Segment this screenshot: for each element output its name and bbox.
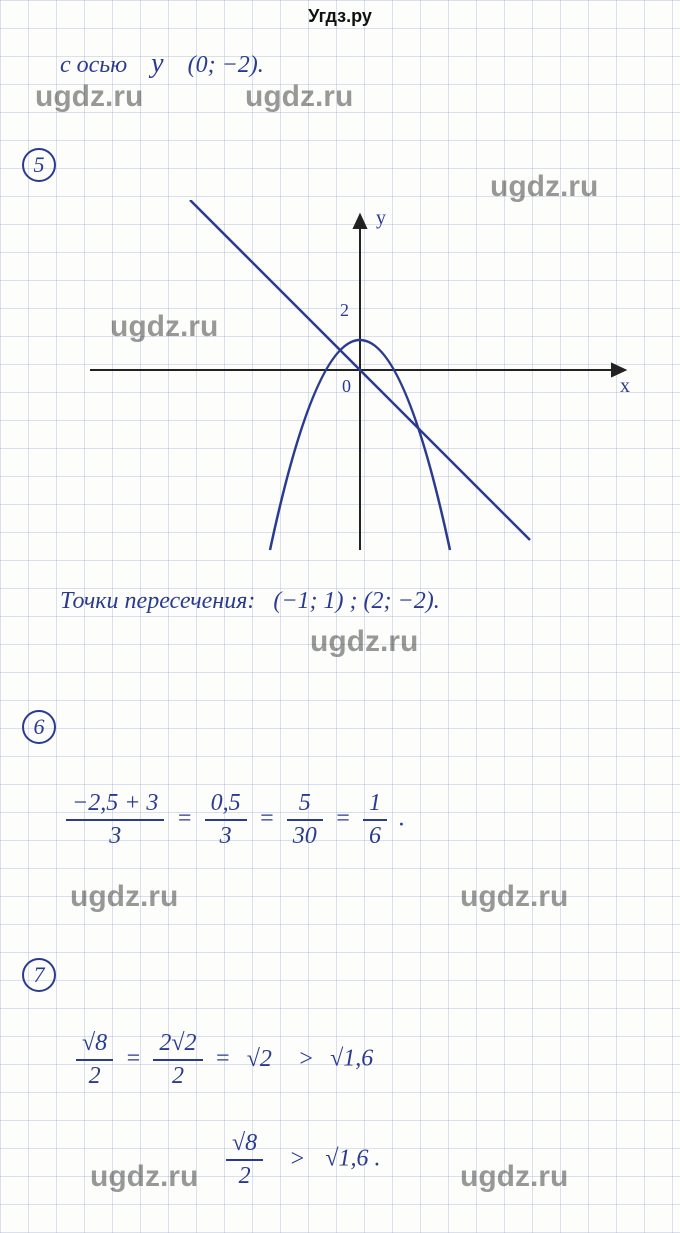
p7-l1-mid: √2 — [247, 1046, 272, 1072]
axis-y-note: с осью y (0; −2). — [60, 48, 264, 80]
problem-7-number: 7 — [34, 962, 45, 988]
problem-5-marker: 5 — [22, 148, 56, 182]
chart-y2-label: 2 — [340, 300, 349, 320]
p6-f4-num: 1 — [363, 790, 387, 821]
problem-6-number: 6 — [34, 714, 45, 740]
p7-l1-f1-num: √8 — [76, 1030, 113, 1061]
p6-eq-2: = — [259, 806, 275, 832]
p7-l1-f1-den: 2 — [76, 1061, 113, 1090]
watermark: ugdz.ru — [70, 880, 178, 914]
watermark: ugdz.ru — [460, 880, 568, 914]
problem-6-equation: −2,5 + 3 3 = 0,5 3 = 5 30 = 1 6 . — [60, 790, 405, 850]
p6-period: . — [399, 806, 405, 832]
watermark: ugdz.ru — [35, 80, 143, 114]
p7-l2-frac: √8 2 — [226, 1130, 263, 1190]
chart-y-label: y — [376, 207, 386, 229]
chart-origin-label: 0 — [342, 376, 351, 396]
p6-f3-num: 5 — [287, 790, 323, 821]
p7-l1-eq1: = — [125, 1046, 141, 1072]
p6-f4-den: 6 — [363, 821, 387, 850]
problem-7-line1: √8 2 = 2√2 2 = √2 > √1,6 — [70, 1030, 373, 1090]
watermark: ugdz.ru — [460, 1160, 568, 1194]
p7-l1-cmp: > — [298, 1046, 314, 1072]
p6-eq-1: = — [176, 806, 192, 832]
axis-note-prefix: с осью — [60, 52, 127, 78]
problem-7-line2: √8 2 > √1,6 . — [220, 1130, 381, 1190]
p6-f3-den: 30 — [287, 821, 323, 850]
p6-frac-2: 0,5 3 — [205, 790, 247, 850]
p6-f1-den: 3 — [66, 821, 164, 850]
p6-f1-num: −2,5 + 3 — [66, 790, 164, 821]
watermark: ugdz.ru — [90, 1160, 198, 1194]
watermark: ugdz.ru — [490, 170, 598, 204]
chart-x-label: x — [620, 375, 630, 397]
watermark: ugdz.ru — [245, 80, 353, 114]
axis-note-axis: y — [151, 48, 163, 79]
watermark: ugdz.ru — [310, 625, 418, 659]
watermark: ugdz.ru — [110, 310, 218, 344]
page-header: Угдз.ру — [0, 6, 680, 27]
p7-l1-rhs: √1,6 — [330, 1046, 373, 1072]
axis-note-point: (0; −2). — [188, 52, 264, 78]
answer-label: Точки пересечения: — [60, 588, 255, 614]
p7-l2-rhs: √1,6 — [325, 1146, 368, 1172]
p7-l1-frac1: √8 2 — [76, 1030, 113, 1090]
p7-l2-f-den: 2 — [226, 1161, 263, 1190]
p7-l1-frac2: 2√2 2 — [153, 1030, 202, 1090]
p6-f2-den: 3 — [205, 821, 247, 850]
p6-f2-num: 0,5 — [205, 790, 247, 821]
p7-l1-f2-den: 2 — [153, 1061, 202, 1090]
problem-5-number: 5 — [34, 152, 45, 178]
problem-7-marker: 7 — [22, 958, 56, 992]
problem-5-chart: y x 0 2 — [80, 200, 640, 560]
p7-l2-f-num: √8 — [226, 1130, 263, 1161]
problem-6-marker: 6 — [22, 710, 56, 744]
p7-l1-eq2: = — [215, 1046, 231, 1072]
problem-5-answer: Точки пересечения: (−1; 1) ; (2; −2). — [60, 588, 440, 615]
p7-l2-cmp: > — [289, 1146, 305, 1172]
p7-l1-f2-num: 2√2 — [153, 1030, 202, 1061]
p7-l2-period: . — [375, 1146, 381, 1172]
p6-eq-3: = — [335, 806, 351, 832]
p6-frac-3: 5 30 — [287, 790, 323, 850]
p6-frac-4: 1 6 — [363, 790, 387, 850]
answer-points: (−1; 1) ; (2; −2). — [273, 588, 439, 614]
p6-frac-1: −2,5 + 3 3 — [66, 790, 164, 850]
